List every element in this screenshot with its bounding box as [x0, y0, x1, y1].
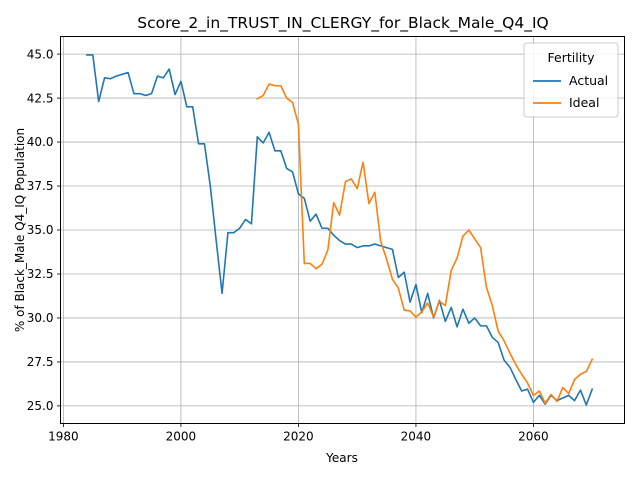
chart-title: Score_2_in_TRUST_IN_CLERGY_for_Black_Mal… — [137, 14, 548, 33]
plot-lines — [86, 54, 594, 406]
legend-title: Fertility — [548, 50, 596, 65]
series-line-actual — [86, 54, 594, 406]
x-axis-label: Years — [325, 451, 358, 465]
x-tick-label: 2000 — [166, 430, 197, 444]
x-tick-label: 1980 — [48, 430, 79, 444]
y-tick-label: 25.0 — [27, 399, 54, 413]
legend: Fertility Actual Ideal — [523, 42, 619, 118]
y-tick-label: 27.5 — [27, 355, 54, 369]
y-tick-label: 32.5 — [27, 267, 54, 281]
y-tick-label: 40.0 — [27, 135, 54, 149]
y-tick-label: 35.0 — [27, 223, 54, 237]
x-tick-label: 2040 — [401, 430, 432, 444]
x-tick-label: 2060 — [518, 430, 549, 444]
y-tick-label: 30.0 — [27, 311, 54, 325]
y-tick-label: 45.0 — [27, 47, 54, 61]
series-line-ideal — [256, 83, 594, 405]
y-tick-label: 37.5 — [27, 179, 54, 193]
y-tick-label: 42.5 — [27, 91, 54, 105]
y-axis-label: % of Black_Male Q4_IQ Population — [13, 128, 27, 332]
x-axis: 1980 2000 2020 2040 2060 — [48, 423, 549, 444]
y-axis: 25.0 27.5 30.0 32.5 35.0 37.5 40.0 42.5 45.0 — [27, 47, 61, 413]
legend-label-actual: Actual — [569, 73, 608, 88]
legend-box — [523, 42, 619, 118]
legend-label-ideal: Ideal — [569, 95, 599, 110]
x-tick-label: 2020 — [283, 430, 314, 444]
